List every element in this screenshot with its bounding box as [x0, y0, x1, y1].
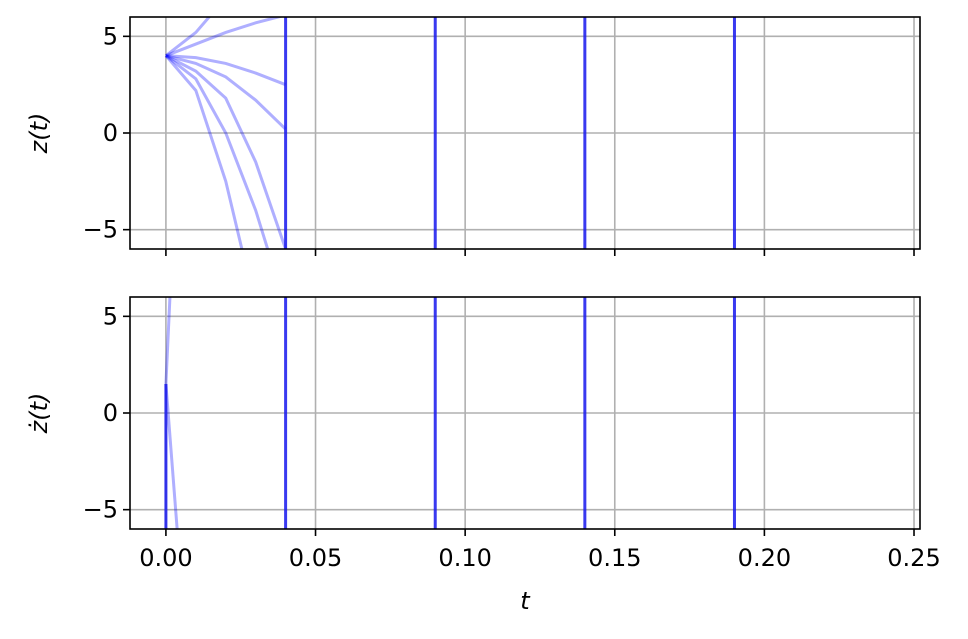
x-tick-label: 0.15	[588, 544, 641, 572]
y-tick-label: −5	[83, 216, 118, 244]
x-tick-label: 0.05	[289, 544, 342, 572]
series-line	[164, 383, 179, 529]
axes-frame	[129, 16, 921, 250]
axes-frame	[129, 296, 921, 530]
series-line	[164, 54, 244, 249]
series-line	[165, 54, 288, 249]
x-tick-label: 0.00	[139, 544, 192, 572]
series-line	[164, 17, 212, 57]
y-axis-label: ż(t)	[25, 393, 53, 435]
y-tick-label: 0	[103, 399, 118, 427]
series-line	[165, 54, 287, 87]
y-tick-label: 5	[103, 302, 118, 330]
series-line	[165, 17, 285, 58]
x-tick-label: 0.10	[438, 544, 491, 572]
series-line	[164, 54, 270, 249]
y-tick-label: 0	[103, 119, 118, 147]
y-axis-label: z(t)	[25, 113, 53, 155]
y-tick-label: 5	[103, 22, 118, 50]
series-line	[165, 54, 287, 131]
x-tick-label: 0.25	[887, 544, 940, 572]
x-axis-label: t	[520, 587, 531, 615]
series-line	[164, 297, 172, 385]
x-tick-label: 0.20	[738, 544, 791, 572]
y-tick-label: −5	[83, 496, 118, 524]
